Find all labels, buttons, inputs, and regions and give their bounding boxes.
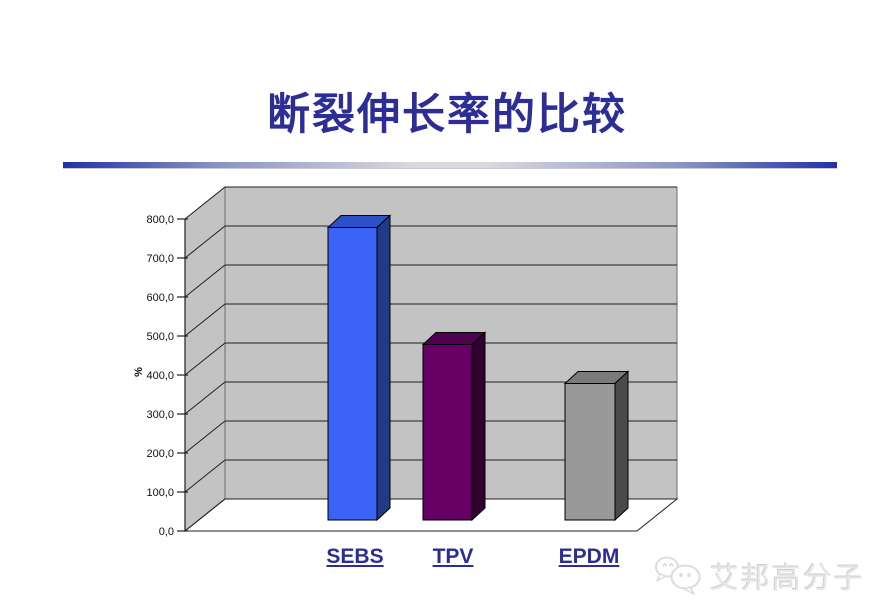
gridline-wall <box>184 342 226 376</box>
gridline-wall <box>184 459 226 493</box>
bar-sebs <box>327 227 378 521</box>
y-axis-label: % <box>133 367 145 377</box>
y-tick-label: 400,0 <box>146 370 174 382</box>
gridline-wall <box>184 225 226 259</box>
bar-tpv <box>422 344 473 521</box>
y-tick-label: 100,0 <box>146 487 174 499</box>
gridline-wall <box>184 420 226 454</box>
bar-side-sebs <box>376 214 391 522</box>
y-tick-label: 800,0 <box>146 214 174 226</box>
y-tick-label: 700,0 <box>146 253 174 265</box>
bar-side-tpv <box>471 331 486 522</box>
watermark-text: 艾邦高分子 <box>710 563 866 595</box>
category-label-sebs[interactable]: SEBS <box>326 545 384 568</box>
bar-side-epdm <box>614 370 629 522</box>
gridline-wall <box>184 303 226 337</box>
category-label-epdm[interactable]: EPDM <box>558 545 620 568</box>
wechat-bubbles-icon <box>655 556 701 595</box>
y-tick-label: 600,0 <box>146 292 174 304</box>
gridline-wall <box>184 186 226 220</box>
y-tick-label: 0,0 <box>159 526 174 538</box>
y-tick-label: 300,0 <box>146 409 174 421</box>
gridline-wall <box>184 381 226 415</box>
title-divider <box>63 162 837 169</box>
page-title: 断裂伸长率的比较 <box>267 92 627 139</box>
gridline-wall <box>184 264 226 298</box>
gridline-wall <box>184 498 226 532</box>
watermark: 艾邦高分子 <box>652 552 882 600</box>
y-tick-label: 200,0 <box>146 448 174 460</box>
category-label-tpv[interactable]: TPV <box>432 545 474 568</box>
bar-epdm <box>564 383 616 521</box>
y-tick-label: 500,0 <box>146 331 174 343</box>
